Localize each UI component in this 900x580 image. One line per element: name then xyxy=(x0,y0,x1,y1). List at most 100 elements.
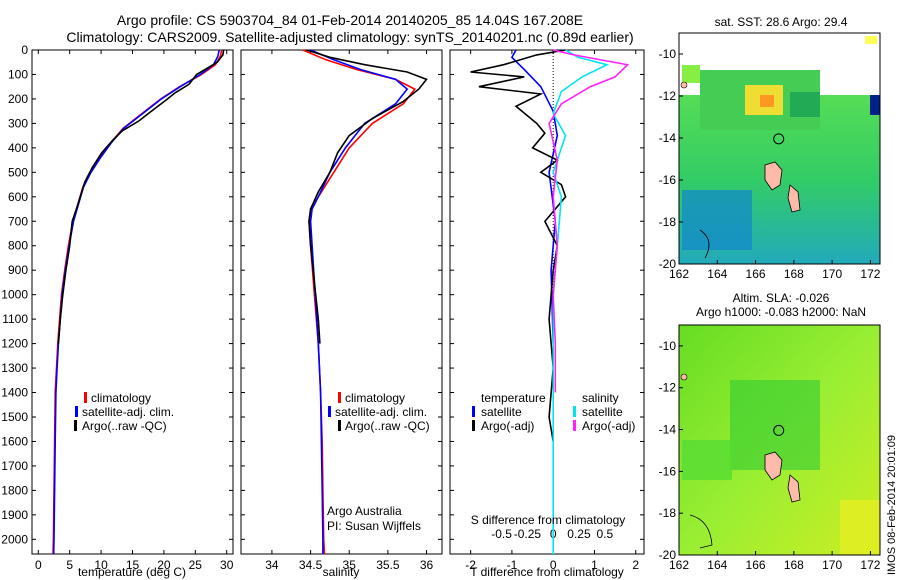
series-line-climatology xyxy=(52,49,223,555)
sst-map-patch-3 xyxy=(682,65,700,83)
y-tick-label: 1700 xyxy=(1,459,28,473)
sst-map-patch-2 xyxy=(790,92,820,117)
y-tick-label: 1100 xyxy=(2,312,28,326)
y-tick-label: 600 xyxy=(8,190,28,204)
legend-label-t-satellite: satellite xyxy=(481,405,522,419)
x-tick-label: 5 xyxy=(66,558,73,572)
y-tick-label: 1400 xyxy=(1,386,28,400)
legend-swatch-s-argo xyxy=(573,420,576,431)
map-x-tick-label: 170 xyxy=(822,267,842,281)
y-tick-label: 900 xyxy=(8,263,28,277)
sla-map-title-2: Argo h1000: -0.083 h2000: NaN xyxy=(696,305,866,319)
map-y-tick-label: -16 xyxy=(659,464,677,478)
legend-label-argo: Argo(..raw -QC) xyxy=(82,419,167,433)
legend-swatch-climatology xyxy=(84,392,87,403)
series-line-satellite xyxy=(52,49,220,555)
argo-position-marker xyxy=(773,133,785,145)
difference-legend-temperature: temperature satellite Argo(-adj) xyxy=(472,391,546,433)
legend-label-satellite: satellite-adj. clim. xyxy=(335,405,427,419)
sla-map-title-1: Altim. SLA: -0.026 xyxy=(733,291,830,305)
map-x-tick-label: 168 xyxy=(784,267,804,281)
difference-xlabel: T difference from climatology xyxy=(470,565,624,579)
difference-plot: -2 -1 0 1 2-0.5 -0.25 0 0.25 0.5 xyxy=(450,49,644,572)
salinity-annotation-org: Argo Australia xyxy=(327,504,402,518)
y-tick-label: 1300 xyxy=(1,361,28,375)
sst-map-cloud-mask xyxy=(870,95,880,115)
series-line-T-argo xyxy=(470,49,567,442)
legend-label-s-argo: Argo(-adj) xyxy=(582,419,635,433)
map-x-tick-label: 162 xyxy=(669,558,689,572)
map-y-tick-label: -20 xyxy=(659,548,677,562)
map-y-tick-label: -12 xyxy=(659,89,677,103)
y-tick-label: 400 xyxy=(8,141,28,155)
sst-map-island xyxy=(764,161,783,191)
map-y-tick-label: -10 xyxy=(659,339,677,353)
map-x-tick-label: 164 xyxy=(707,558,727,572)
argo-position-marker xyxy=(773,424,785,436)
y-tick-label: 1600 xyxy=(1,434,28,448)
sst-map-cool-patch xyxy=(682,190,752,250)
sst-map-axes: 162 164 166 168 170 172 -10 -12 -14 -16 -18 -20 xyxy=(659,47,881,281)
series-line-T-satellite xyxy=(510,49,559,344)
x-tick-label: 25 xyxy=(189,558,203,572)
series-line-climatology xyxy=(302,49,417,555)
x-tick-label: 34 xyxy=(265,558,279,572)
sla-map-island xyxy=(787,474,801,503)
salinity-xlabel: salinity xyxy=(323,565,360,579)
sst-map-island xyxy=(680,81,688,89)
map-x-tick-label: 164 xyxy=(707,267,727,281)
sla-map-island xyxy=(764,451,783,481)
difference-legend-salinity: salinity satellite Argo(-adj) xyxy=(573,391,635,433)
x-tick-label: -2 xyxy=(465,558,476,572)
y-tick-label: 800 xyxy=(8,239,28,253)
legend-title-temperature: temperature xyxy=(481,391,546,405)
title-line-2: Climatology: CARS2009. Satellite-adjuste… xyxy=(66,29,633,45)
x-tick-label: 10 xyxy=(94,558,108,572)
x-tick-label: 2 xyxy=(632,558,639,572)
sst-map-hot-patch xyxy=(760,95,774,107)
sla-map-frame xyxy=(678,324,881,556)
x-tick-label: 15 xyxy=(126,558,140,572)
y-tick-label: 1800 xyxy=(1,483,28,497)
s-tick-label: -0.5 xyxy=(491,527,512,541)
s-tick-label: 0.25 xyxy=(567,527,591,541)
x-tick-label: 35 xyxy=(343,558,357,572)
sst-map-coastline xyxy=(699,229,710,259)
series-line-satellite xyxy=(309,49,409,554)
salinity-annotation-pi: PI: Susan Wijffels xyxy=(327,519,421,533)
legend-label-satellite: satellite-adj. clim. xyxy=(82,405,174,419)
title-line-1: Argo profile: CS 5903704_84 01-Feb-2014 … xyxy=(117,12,583,28)
sla-map-patch xyxy=(682,440,732,480)
y-tick-label: 500 xyxy=(8,165,28,179)
map-y-tick-label: -20 xyxy=(659,257,677,271)
legend-label-climatology: climatology xyxy=(345,391,405,405)
salinity-legend: climatology satellite-adj. clim. Argo(..… xyxy=(328,391,430,433)
sst-map: 162 164 166 168 170 172 -10 -12 -14 -16 -18 -20 xyxy=(659,32,881,281)
s-tick-label: 0.5 xyxy=(596,527,613,541)
legend-label-argo: Argo(..raw -QC) xyxy=(345,419,430,433)
difference-top-xlabel: S difference from climatology xyxy=(471,513,626,527)
y-tick-label: 1900 xyxy=(1,508,28,522)
x-tick-label: 1 xyxy=(591,558,598,572)
x-tick-label: 30 xyxy=(220,558,234,572)
y-tick-label: 300 xyxy=(8,116,28,130)
y-tick-label: 100 xyxy=(8,67,28,81)
imos-watermark: IMOS 08-Feb-2014 20:01:09 xyxy=(886,435,898,575)
temperature-plot: 0 5 10 15 20 25 300100200300400500600700800900… xyxy=(1,43,233,572)
map-x-tick-label: 166 xyxy=(746,267,766,281)
legend-swatch-s-satellite xyxy=(573,406,576,417)
sla-map-axes: 162 164 166 168 170 172 -10 -12 -14 -16 -18 -20 xyxy=(659,339,881,572)
map-y-tick-label: -18 xyxy=(659,215,677,229)
x-tick-label: 34.5 xyxy=(299,558,323,572)
map-y-tick-label: -12 xyxy=(659,381,677,395)
map-y-tick-label: -14 xyxy=(659,423,677,437)
map-x-tick-label: 162 xyxy=(669,267,689,281)
salinity-panel xyxy=(240,49,443,555)
sst-map-island xyxy=(787,184,801,213)
y-tick-label: 1200 xyxy=(1,337,28,351)
temperature-legend: climatology satellite-adj. clim. Argo(..… xyxy=(74,391,174,433)
series-line-S-satellite xyxy=(552,49,610,554)
map-x-tick-label: 168 xyxy=(784,558,804,572)
salinity-plot: 34 34.5 35 35.5 36 xyxy=(241,49,442,572)
